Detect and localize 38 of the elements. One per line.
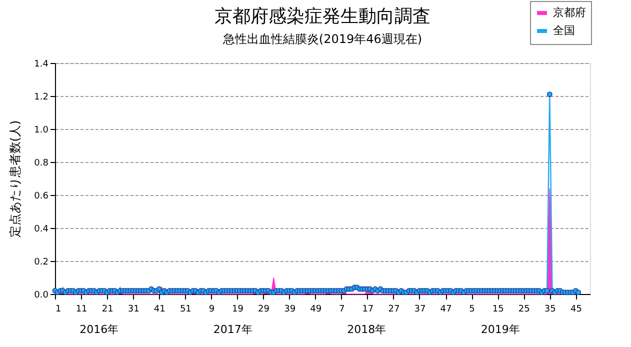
x-tick-label: 39 [284, 304, 296, 314]
text: 2017年 [213, 323, 252, 336]
x-tick-label: 45 [570, 304, 582, 314]
legend-label: 京都府 [553, 6, 586, 19]
text: 2018年 [347, 323, 386, 336]
x-tick-label: 31 [128, 304, 140, 314]
chart-title: 京都府感染症発生動向調査 [214, 6, 430, 27]
x-tick-label: 47 [440, 304, 452, 314]
x-tick-label: 25 [518, 304, 530, 314]
y-tick-label: 1.0 [34, 126, 49, 136]
y-tick-label: 1.2 [34, 92, 48, 102]
x-tick-label: 9 [208, 304, 215, 314]
y-tick-label: 0.8 [34, 158, 49, 168]
y-tick-label: 0.6 [34, 192, 49, 202]
x-tick-label: 21 [102, 304, 114, 314]
y-tick-label: 0.4 [34, 224, 49, 234]
legend-label: 全国 [553, 24, 575, 37]
x-tick-label: 41 [154, 304, 166, 314]
x-tick-label: 17 [362, 304, 374, 314]
y-tick-label: 1.4 [34, 60, 49, 70]
chart-subtitle: 急性出血性結膜炎(2019年46週現在) [222, 32, 422, 46]
x-tick-label: 29 [258, 304, 270, 314]
x-tick-label: 35 [544, 304, 556, 314]
x-tick-label: 5 [469, 304, 475, 314]
y-tick-label: 0.2 [34, 258, 48, 268]
x-tick-label: 15 [492, 304, 504, 314]
x-tick-label: 49 [310, 304, 322, 314]
y-tick-label: 0.0 [34, 290, 49, 300]
x-tick-label: 37 [414, 304, 426, 314]
x-tick-label: 11 [76, 304, 88, 314]
text: 2016年 [80, 323, 119, 336]
y-axis-title: 定点あたり患者数(人) [8, 120, 22, 238]
text: 2019年 [480, 323, 520, 336]
x-tick-label: 51 [180, 304, 192, 314]
x-tick-label: 1 [56, 304, 62, 314]
x-tick-label: 27 [388, 304, 400, 314]
x-tick-label: 7 [339, 304, 345, 314]
x-tick-label: 19 [232, 304, 244, 314]
